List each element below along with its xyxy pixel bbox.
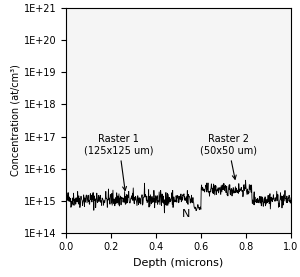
- Text: N: N: [182, 209, 190, 219]
- Text: Raster 2
(50x50 um): Raster 2 (50x50 um): [200, 134, 256, 179]
- Y-axis label: Concentration (at/cm³): Concentration (at/cm³): [11, 65, 21, 176]
- Text: Raster 1
(125x125 um): Raster 1 (125x125 um): [84, 134, 154, 191]
- X-axis label: Depth (microns): Depth (microns): [134, 258, 224, 268]
